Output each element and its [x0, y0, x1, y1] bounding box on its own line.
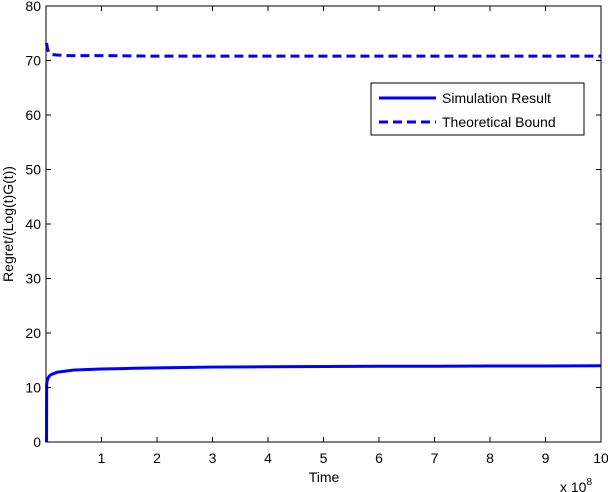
series-line-theoretical-bound: [45, 42, 601, 58]
y-tick-label: 40: [25, 216, 41, 232]
legend-label: Theoretical Bound: [442, 114, 556, 130]
x-tick-label: 10: [593, 450, 608, 466]
x-tick-label: 8: [486, 450, 494, 466]
y-tick-label: 60: [25, 107, 41, 123]
x-tick-label: 2: [153, 450, 161, 466]
x-tick-label: 1: [98, 450, 106, 466]
y-axis-label: Regret/(Log(t)G(t)): [0, 166, 16, 282]
x-tick-label: 4: [264, 450, 272, 466]
y-tick-label: 50: [25, 162, 41, 178]
x-tick-label: 6: [375, 450, 383, 466]
series-line-simulation-result: [45, 364, 602, 443]
legend: Simulation Result Theoretical Bound: [370, 82, 585, 136]
x-axis-multiplier: x 108: [560, 477, 592, 492]
y-tick-label: 80: [25, 0, 41, 14]
y-tick-label: 30: [25, 271, 41, 287]
legend-label: Simulation Result: [442, 90, 551, 106]
legend-box: [370, 82, 585, 136]
x-tick-label: 5: [320, 450, 328, 466]
y-tick-label: 0: [33, 434, 41, 450]
y-tick-label: 10: [25, 380, 41, 396]
x-axis-multiplier-base: x 10: [560, 479, 587, 492]
x-tick-label: 9: [542, 450, 550, 466]
x-tick-label: 3: [209, 450, 217, 466]
y-tick-label: 70: [25, 53, 41, 69]
axis-ticks: 1 2 3 4 5 6 7 8 9 10 0 10 20 30 40 50 60 70 80: [25, 0, 608, 466]
x-axis-multiplier-exponent: 8: [586, 477, 592, 488]
plot-frame: [45, 5, 602, 443]
x-tick-label: 7: [431, 450, 439, 466]
y-tick-label: 20: [25, 325, 41, 341]
plot-lines: [45, 42, 602, 443]
x-axis-label: Time: [309, 469, 340, 485]
